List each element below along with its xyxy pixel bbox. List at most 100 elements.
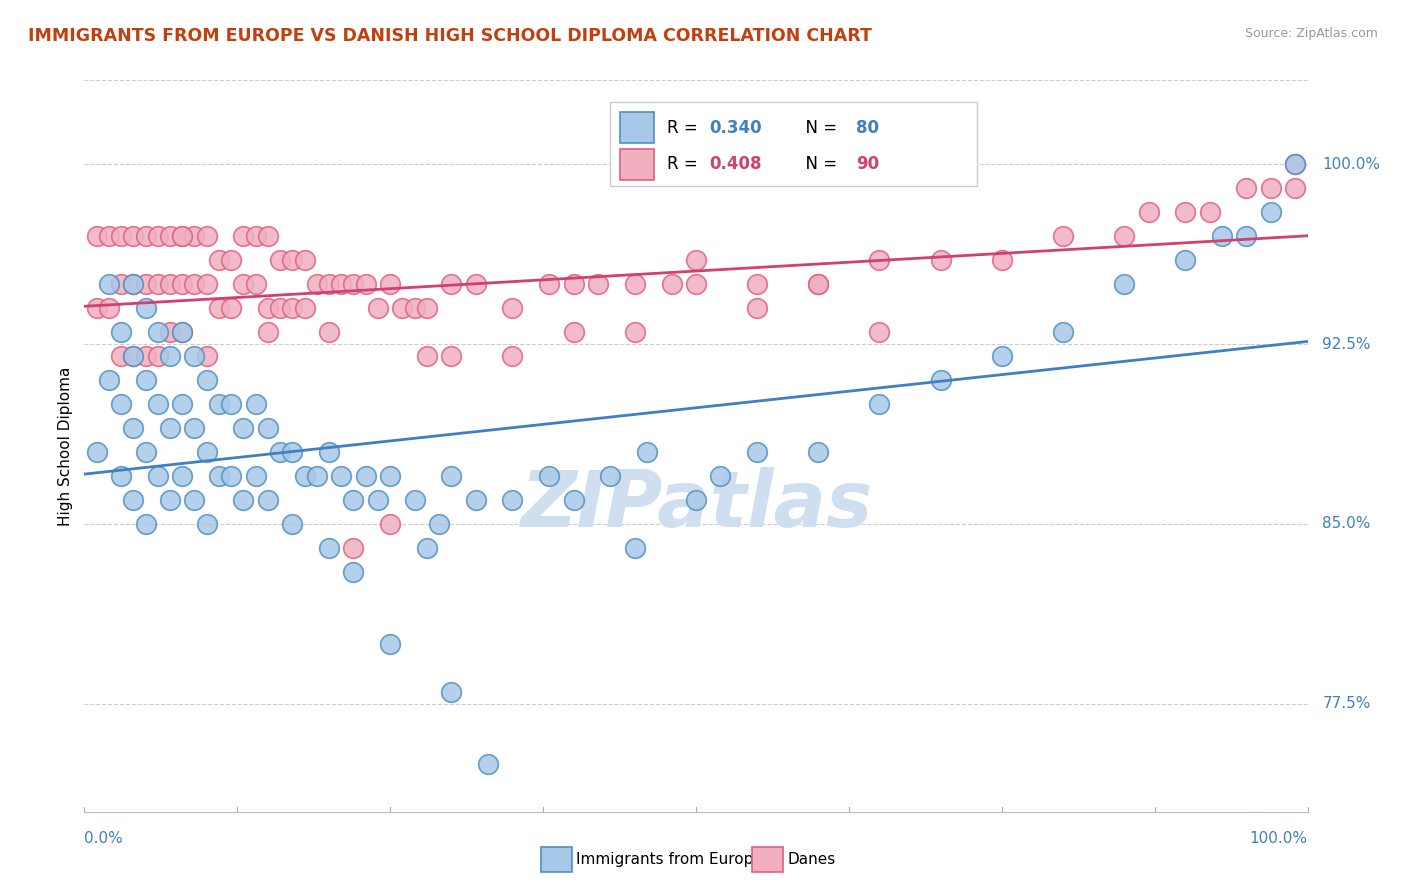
Point (367, 492, 389, 507)
Point (281, 516, 304, 531)
Point (502, 349, 524, 363)
Point (159, 349, 181, 363)
Text: IMMIGRANTS FROM EUROPE VS DANISH HIGH SCHOOL DIPLOMA CORRELATION CHART: IMMIGRANTS FROM EUROPE VS DANISH HIGH SC… (28, 27, 872, 45)
Point (122, 421, 145, 435)
Point (354, 469, 377, 483)
Point (159, 421, 181, 435)
Point (685, 492, 707, 507)
Point (135, 445, 157, 459)
Point (562, 277, 585, 292)
Point (183, 492, 205, 507)
Point (330, 469, 353, 483)
Point (416, 349, 439, 363)
Point (318, 325, 340, 339)
Point (807, 277, 830, 292)
Point (586, 277, 609, 292)
Point (172, 229, 194, 244)
Point (1114, 229, 1136, 244)
Point (122, 229, 145, 244)
Point (427, 516, 450, 531)
Text: 90: 90 (856, 155, 879, 173)
Point (146, 349, 169, 363)
Point (1236, 181, 1258, 195)
Point (219, 253, 242, 268)
Point (1284, 157, 1306, 171)
Point (183, 229, 205, 244)
Text: 85.0%: 85.0% (1322, 516, 1371, 532)
Point (747, 445, 769, 459)
Bar (620, 112, 654, 144)
Point (232, 229, 254, 244)
Point (135, 229, 157, 244)
Point (464, 277, 486, 292)
Point (624, 325, 647, 339)
Point (110, 277, 132, 292)
Point (1284, 157, 1306, 171)
Point (269, 301, 291, 315)
Point (122, 349, 145, 363)
Point (110, 325, 132, 339)
Point (195, 373, 218, 387)
Point (219, 469, 242, 483)
Point (232, 421, 254, 435)
Point (159, 325, 181, 339)
Point (1114, 277, 1136, 292)
Point (991, 349, 1014, 363)
Point (1052, 325, 1074, 339)
Y-axis label: High School Diploma: High School Diploma (58, 367, 73, 525)
Point (122, 349, 145, 363)
Point (245, 397, 267, 411)
Point (146, 469, 169, 483)
Text: Source: ZipAtlas.com: Source: ZipAtlas.com (1244, 27, 1378, 40)
Point (146, 397, 169, 411)
Point (440, 277, 463, 292)
Text: ZIPatlas: ZIPatlas (520, 467, 872, 542)
Point (538, 277, 561, 292)
Point (685, 277, 707, 292)
Point (110, 469, 132, 483)
Point (183, 421, 205, 435)
Point (305, 277, 328, 292)
Point (97, 277, 120, 292)
Point (391, 301, 413, 315)
Text: 0.340: 0.340 (710, 119, 762, 136)
Point (208, 469, 231, 483)
Text: N =: N = (794, 119, 842, 136)
Point (135, 277, 157, 292)
Point (172, 325, 194, 339)
Point (1211, 229, 1233, 244)
Point (807, 277, 830, 292)
Point (294, 253, 316, 268)
Point (257, 492, 280, 507)
Point (1137, 205, 1160, 219)
Point (195, 445, 218, 459)
Point (869, 253, 891, 268)
Point (269, 445, 291, 459)
Point (122, 277, 145, 292)
Point (146, 325, 169, 339)
Point (110, 349, 132, 363)
Point (159, 492, 181, 507)
Point (1052, 229, 1074, 244)
Point (342, 492, 364, 507)
Point (624, 277, 647, 292)
Point (709, 469, 731, 483)
Point (636, 445, 658, 459)
Point (183, 277, 205, 292)
Point (685, 253, 707, 268)
Point (380, 516, 402, 531)
Point (245, 229, 267, 244)
Point (747, 301, 769, 315)
Point (869, 397, 891, 411)
Point (342, 277, 364, 292)
Point (1174, 253, 1197, 268)
Point (477, 756, 499, 771)
Point (502, 301, 524, 315)
Point (135, 301, 157, 315)
Point (122, 277, 145, 292)
Point (342, 541, 364, 555)
Point (367, 301, 389, 315)
Point (318, 445, 340, 459)
Point (294, 469, 316, 483)
Point (195, 277, 218, 292)
